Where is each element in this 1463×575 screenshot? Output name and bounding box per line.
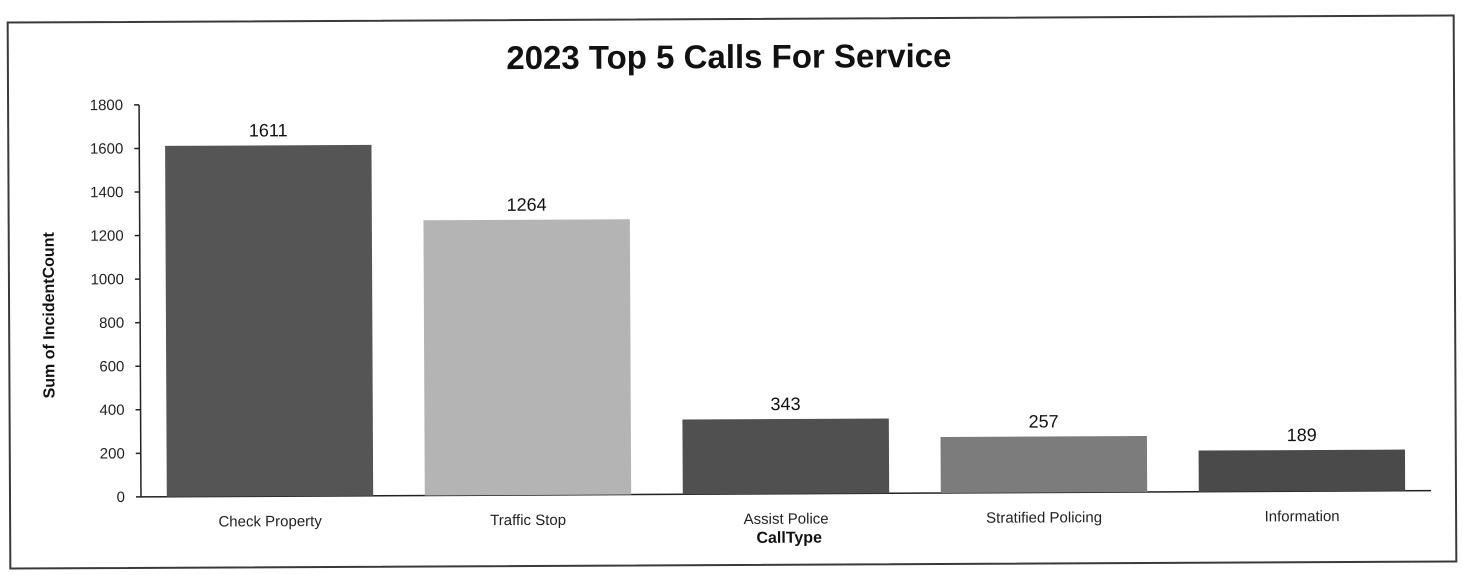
y-tick-label: 0 xyxy=(117,489,125,506)
bar-chart: 2023 Top 5 Calls For Service 0 200 400 600 8… xyxy=(41,37,1431,547)
y-axis-label: Sum of IncidentCount xyxy=(41,232,59,399)
plot-area: 0 200 400 600 800 1000 1200 1400 1600 1800 1611 Che… xyxy=(90,97,1431,531)
y-tick-label: 800 xyxy=(99,315,124,332)
bar-data-label: 189 xyxy=(1287,425,1317,445)
y-tick-label: 1800 xyxy=(90,97,123,114)
bar-data-label: 343 xyxy=(770,394,800,414)
y-tick-label: 1600 xyxy=(90,141,123,158)
bar-data-label: 257 xyxy=(1029,411,1059,431)
bar xyxy=(165,144,374,497)
x-axis-label: CallType xyxy=(756,530,822,547)
bar-data-label: 1611 xyxy=(249,120,288,140)
y-tick-label: 600 xyxy=(99,358,124,375)
bar xyxy=(682,418,890,495)
bar xyxy=(1198,449,1406,492)
chart-title: 2023 Top 5 Calls For Service xyxy=(506,37,951,76)
bar-data-label: 1264 xyxy=(506,195,546,215)
y-tick-label: 200 xyxy=(100,445,125,462)
category-label: Traffic Stop xyxy=(490,512,566,529)
bar xyxy=(423,219,632,496)
category-label: Assist Police xyxy=(744,511,829,528)
y-tick-label: 1200 xyxy=(90,228,123,245)
category-label: Stratified Policing xyxy=(986,509,1102,527)
chart-frame: 2023 Top 5 Calls For Service 0 200 400 600 8… xyxy=(6,14,1458,570)
y-tick-label: 1400 xyxy=(90,184,123,201)
category-label: Check Property xyxy=(218,513,322,531)
bar xyxy=(940,436,1148,493)
y-axis-line xyxy=(138,104,142,497)
category-label: Information xyxy=(1265,508,1340,525)
y-tick-label: 400 xyxy=(99,402,124,419)
y-tick-label: 1000 xyxy=(91,271,124,288)
